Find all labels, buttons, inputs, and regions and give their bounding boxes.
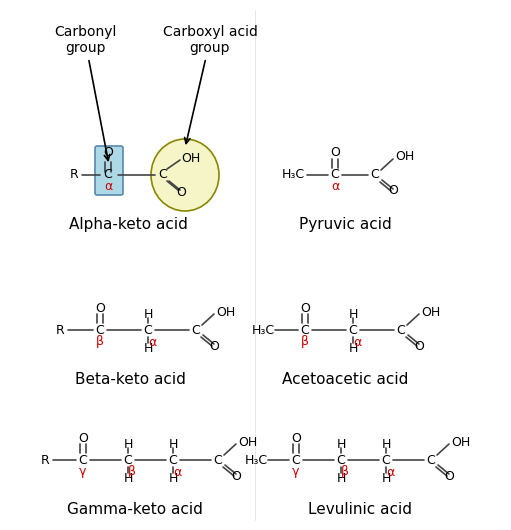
Text: C: C: [337, 454, 345, 466]
Text: Gamma-keto acid: Gamma-keto acid: [67, 502, 203, 517]
Text: OH: OH: [216, 305, 235, 319]
Text: H: H: [168, 472, 178, 484]
Text: H₃C: H₃C: [251, 323, 274, 337]
Ellipse shape: [151, 139, 219, 211]
Text: OH: OH: [181, 152, 200, 164]
Text: β: β: [301, 335, 309, 349]
Text: R: R: [41, 454, 50, 466]
Text: C: C: [158, 169, 168, 181]
Text: OH: OH: [451, 436, 470, 448]
Text: O: O: [78, 431, 88, 445]
Text: α: α: [331, 181, 339, 193]
Text: O: O: [209, 340, 219, 352]
Text: Acetoacetic acid: Acetoacetic acid: [282, 373, 408, 387]
Text: β: β: [128, 465, 136, 479]
Text: α: α: [148, 335, 156, 349]
Text: β: β: [96, 335, 104, 349]
Text: O: O: [103, 146, 113, 160]
Text: C: C: [79, 454, 87, 466]
Text: C: C: [104, 169, 112, 181]
Text: β: β: [341, 465, 349, 479]
Text: H: H: [336, 472, 345, 484]
Text: O: O: [300, 302, 310, 314]
Text: Carboxyl acid
group: Carboxyl acid group: [162, 25, 258, 144]
Text: H: H: [349, 307, 358, 321]
Text: C: C: [96, 323, 104, 337]
Text: R: R: [56, 323, 64, 337]
Text: C: C: [144, 323, 152, 337]
Text: γ: γ: [292, 465, 300, 479]
Text: C: C: [192, 323, 200, 337]
Text: O: O: [176, 186, 186, 199]
Text: H: H: [123, 472, 133, 484]
Text: OH: OH: [238, 436, 257, 448]
Text: OH: OH: [421, 305, 440, 319]
Text: H₃C: H₃C: [244, 454, 268, 466]
Text: R: R: [69, 169, 78, 181]
Text: α: α: [386, 465, 394, 479]
Text: α: α: [104, 180, 112, 192]
Text: O: O: [291, 431, 301, 445]
Text: H: H: [381, 437, 391, 450]
Text: Pyruvic acid: Pyruvic acid: [298, 217, 391, 233]
Text: H₃C: H₃C: [282, 169, 305, 181]
Text: C: C: [370, 169, 379, 181]
FancyBboxPatch shape: [95, 146, 123, 195]
Text: α: α: [173, 465, 181, 479]
Text: C: C: [214, 454, 222, 466]
Text: C: C: [331, 169, 339, 181]
Text: OH: OH: [395, 151, 414, 163]
Text: H: H: [143, 307, 153, 321]
Text: α: α: [353, 335, 361, 349]
Text: O: O: [330, 146, 340, 160]
Text: C: C: [124, 454, 132, 466]
Text: O: O: [231, 470, 241, 482]
Text: Carbonyl
group: Carbonyl group: [54, 25, 116, 161]
Text: H: H: [336, 437, 345, 450]
Text: C: C: [292, 454, 300, 466]
Text: C: C: [169, 454, 177, 466]
Text: C: C: [349, 323, 357, 337]
Text: Beta-keto acid: Beta-keto acid: [75, 373, 185, 387]
Text: C: C: [382, 454, 390, 466]
Text: O: O: [444, 470, 454, 482]
Text: O: O: [414, 340, 424, 352]
Text: H: H: [168, 437, 178, 450]
Text: Levulinic acid: Levulinic acid: [308, 502, 412, 517]
Text: γ: γ: [79, 465, 87, 479]
Text: C: C: [427, 454, 435, 466]
Text: O: O: [95, 302, 105, 314]
Text: C: C: [397, 323, 405, 337]
Text: Alpha-keto acid: Alpha-keto acid: [68, 217, 188, 233]
Text: C: C: [300, 323, 309, 337]
Text: H: H: [349, 341, 358, 355]
Text: H: H: [143, 341, 153, 355]
Text: O: O: [388, 184, 398, 198]
Text: H: H: [381, 472, 391, 484]
Text: H: H: [123, 437, 133, 450]
